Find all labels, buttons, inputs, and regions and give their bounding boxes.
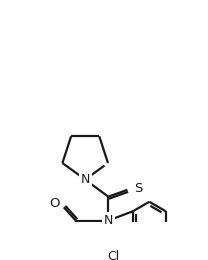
Text: Cl: Cl xyxy=(108,250,120,260)
Text: N: N xyxy=(104,214,113,227)
Text: S: S xyxy=(134,182,142,195)
Text: N: N xyxy=(80,173,90,186)
Text: O: O xyxy=(49,197,60,210)
